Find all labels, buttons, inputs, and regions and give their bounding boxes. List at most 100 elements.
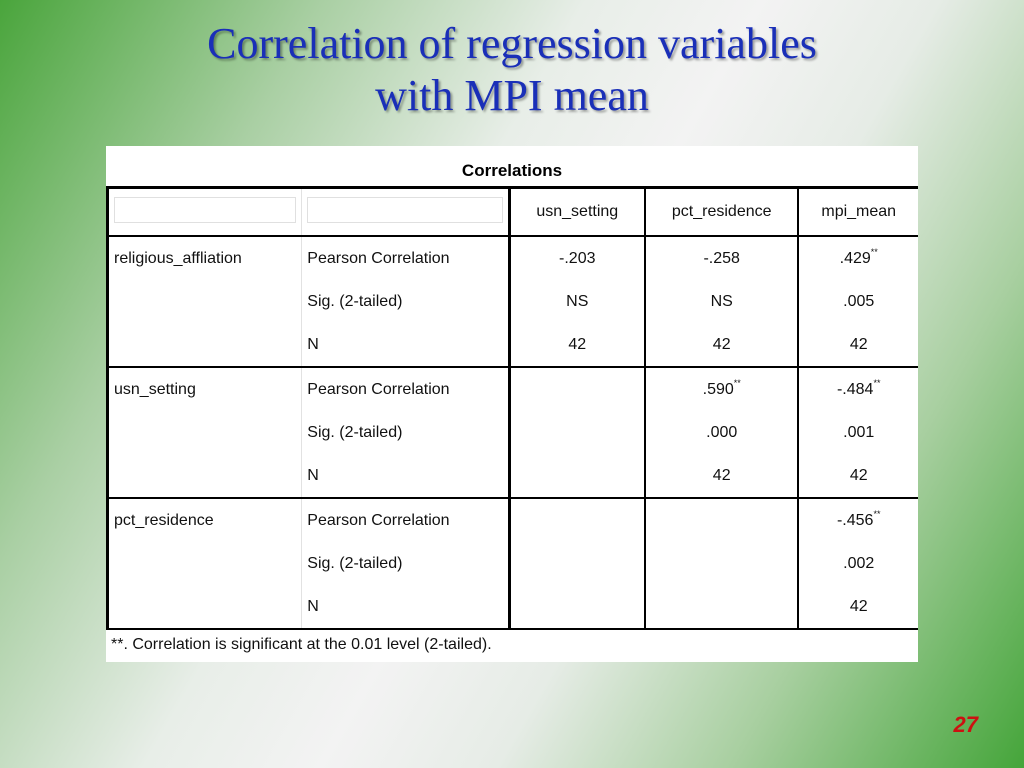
column-header-usn-setting: usn_setting xyxy=(508,186,646,237)
usn-setting-value-cell: 42 xyxy=(508,323,646,368)
mpi-mean-value-cell: .429** xyxy=(797,236,918,280)
usn-setting-value-cell: NS xyxy=(508,280,646,323)
statistic-cell: Pearson Correlation xyxy=(301,236,511,280)
mpi-mean-value-cell: -.456** xyxy=(797,498,918,542)
column-header-mpi-mean: mpi_mean xyxy=(797,186,918,237)
mpi-mean-value-cell-text: .001 xyxy=(843,423,875,441)
variable-cell-text: pct_residence xyxy=(114,511,214,529)
pct-residence-value-cell: 42 xyxy=(644,454,800,499)
statistic-cell: Pearson Correlation xyxy=(301,498,511,542)
statistic-cell-text: Pearson Correlation xyxy=(307,249,450,267)
pct-residence-value-cell: 42 xyxy=(644,323,800,368)
mpi-mean-value-cell-text: 42 xyxy=(849,466,868,484)
mpi-mean-value-cell: 42 xyxy=(797,585,918,630)
mpi-mean-value-cell: .002 xyxy=(797,542,918,585)
pct-residence-value-cell-text: -.258 xyxy=(703,249,740,267)
usn-setting-value-cell xyxy=(508,367,646,411)
pct-residence-value-cell: .000 xyxy=(644,411,800,454)
statistic-cell: Sig. (2-tailed) xyxy=(301,280,511,323)
table-row: N 42 42 xyxy=(105,454,918,499)
table-row: Sig. (2-tailed) .002 xyxy=(105,542,918,585)
statistic-cell-text: N xyxy=(307,335,319,353)
table-row: N 42 xyxy=(105,585,918,630)
variable-cell-text: usn_setting xyxy=(114,380,196,398)
statistic-cell-text: Pearson Correlation xyxy=(307,380,450,398)
slide-title: Correlation of regression variables with… xyxy=(0,18,1024,122)
pct-residence-value-cell: -.258 xyxy=(644,236,800,280)
table-row: Sig. (2-tailed) NS NS .005 xyxy=(105,280,918,323)
mpi-mean-value-cell-text: 42 xyxy=(849,335,868,353)
statistic-cell-text: Pearson Correlation xyxy=(307,511,450,529)
significance-marker: ** xyxy=(733,377,741,388)
table-row: religious_affliation Pearson Correlation -… xyxy=(105,236,918,280)
header-row: usn_setting pct_residence mpi_mean xyxy=(105,186,918,237)
slide-title-line-2: with MPI mean xyxy=(375,71,649,120)
usn-setting-value-cell xyxy=(508,542,646,585)
variable-cell: pct_residence xyxy=(105,498,303,542)
variable-cell xyxy=(105,542,303,585)
pct-residence-value-cell xyxy=(644,498,800,542)
pct-residence-value-cell-text: 42 xyxy=(712,466,731,484)
statistic-cell: Pearson Correlation xyxy=(301,367,511,411)
pct-residence-value-cell xyxy=(644,542,800,585)
mpi-mean-value-cell: .005 xyxy=(797,280,918,323)
variable-cell: religious_affliation xyxy=(105,236,303,280)
mpi-mean-value-cell: 42 xyxy=(797,323,918,368)
mpi-mean-value-cell: .001 xyxy=(797,411,918,454)
mpi-mean-value-cell-text: 42 xyxy=(849,597,868,615)
header-empty-cell-1 xyxy=(105,186,303,237)
usn-setting-value-cell-text: -.203 xyxy=(559,249,596,267)
statistic-cell: Sig. (2-tailed) xyxy=(301,542,511,585)
statistic-cell: N xyxy=(301,323,511,368)
table-row: N 42 42 42 xyxy=(105,323,918,368)
pct-residence-value-cell: .590** xyxy=(644,367,800,411)
usn-setting-value-cell xyxy=(508,454,646,499)
variable-cell xyxy=(105,280,303,323)
variable-cell xyxy=(105,323,303,368)
statistic-cell-text: Sig. (2-tailed) xyxy=(307,423,403,441)
variable-cell xyxy=(105,454,303,499)
mpi-mean-value-cell-text: .429 xyxy=(839,249,871,267)
table-row: pct_residence Pearson Correlation -.456** xyxy=(105,498,918,542)
variable-cell xyxy=(105,585,303,630)
slide-title-line-1: Correlation of regression variables xyxy=(207,19,817,68)
pct-residence-value-cell-text: NS xyxy=(710,292,733,310)
statistic-cell-text: N xyxy=(307,466,319,484)
usn-setting-value-cell xyxy=(508,411,646,454)
header-empty-cell-2 xyxy=(301,186,511,237)
statistic-cell: N xyxy=(301,454,511,499)
table-row: usn_setting Pearson Correlation .590** -.48… xyxy=(105,367,918,411)
mpi-mean-value-cell-text: .005 xyxy=(843,292,875,310)
significance-marker: ** xyxy=(870,246,878,257)
usn-setting-value-cell: -.203 xyxy=(508,236,646,280)
variable-cell: usn_setting xyxy=(105,367,303,411)
pct-residence-value-cell-text: .590 xyxy=(702,380,734,398)
column-header-pct-residence: pct_residence xyxy=(644,186,800,237)
variable-cell-text: religious_affliation xyxy=(114,249,242,267)
pct-residence-value-cell-text: .000 xyxy=(706,423,738,441)
mpi-mean-value-cell: -.484** xyxy=(797,367,918,411)
significance-marker: ** xyxy=(873,508,881,519)
table-row: Sig. (2-tailed) .000 .001 xyxy=(105,411,918,454)
variable-cell xyxy=(105,411,303,454)
table-title: Correlations xyxy=(461,161,563,180)
usn-setting-value-cell-text: 42 xyxy=(568,335,587,353)
correlations-grid: usn_setting pct_residence mpi_mean relig… xyxy=(105,186,918,630)
correlations-table: usn_setting pct_residence mpi_mean relig… xyxy=(105,186,918,630)
statistic-cell: Sig. (2-tailed) xyxy=(301,411,511,454)
statistic-cell: N xyxy=(301,585,511,630)
page-number: 27 xyxy=(953,712,978,737)
mpi-mean-value-cell-text: -.484 xyxy=(836,380,874,398)
mpi-mean-value-cell-text: .002 xyxy=(843,554,875,572)
usn-setting-value-cell-text: NS xyxy=(566,292,589,310)
pct-residence-value-cell-text: 42 xyxy=(712,335,731,353)
table-footnote: **. Correlation is significant at the 0.… xyxy=(111,636,492,653)
statistic-cell-text: Sig. (2-tailed) xyxy=(307,554,403,572)
statistic-cell-text: N xyxy=(307,597,319,615)
pct-residence-value-cell xyxy=(644,585,800,630)
usn-setting-value-cell xyxy=(508,585,646,630)
usn-setting-value-cell xyxy=(508,498,646,542)
mpi-mean-value-cell: 42 xyxy=(797,454,918,499)
significance-marker: ** xyxy=(873,377,881,388)
statistic-cell-text: Sig. (2-tailed) xyxy=(307,292,403,310)
